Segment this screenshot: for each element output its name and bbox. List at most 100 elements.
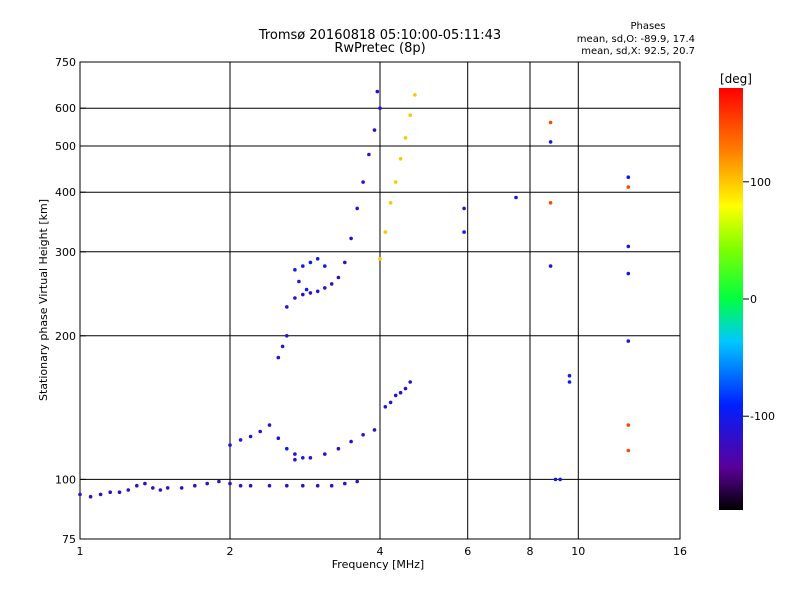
data-point bbox=[308, 456, 313, 460]
data-point bbox=[158, 488, 163, 492]
x-tick-label: 4 bbox=[377, 545, 384, 558]
data-point bbox=[462, 206, 466, 211]
data-point bbox=[343, 260, 347, 265]
data-point bbox=[301, 292, 305, 297]
data-point bbox=[308, 260, 313, 265]
data-point bbox=[276, 355, 281, 360]
grid-lines bbox=[80, 62, 680, 539]
data-point bbox=[301, 456, 305, 460]
data-point bbox=[248, 434, 253, 439]
data-point bbox=[323, 264, 327, 268]
x-tick-label: 16 bbox=[673, 545, 687, 558]
data-point bbox=[336, 446, 341, 451]
data-point bbox=[267, 483, 272, 488]
data-point bbox=[205, 481, 209, 486]
data-point bbox=[626, 423, 631, 427]
data-point bbox=[626, 339, 631, 343]
data-point bbox=[108, 490, 112, 495]
data-point bbox=[280, 344, 285, 349]
data-point bbox=[315, 483, 320, 488]
data-point bbox=[375, 89, 380, 94]
legend-line-x: mean, sd,X: 92.5, 20.7 bbox=[581, 46, 695, 57]
colorbar-tick-label: -100 bbox=[750, 410, 775, 423]
x-tick-label: 8 bbox=[527, 545, 534, 558]
y-tick-label: 100 bbox=[55, 473, 76, 486]
data-point bbox=[626, 244, 631, 249]
colorbar-label: [deg] bbox=[720, 72, 752, 86]
data-point bbox=[349, 236, 353, 241]
data-point bbox=[135, 483, 139, 488]
data-point bbox=[285, 446, 289, 451]
data-point bbox=[308, 291, 313, 295]
data-point bbox=[403, 136, 408, 140]
data-point bbox=[293, 296, 297, 300]
data-point bbox=[403, 386, 408, 391]
y-tick-label: 200 bbox=[55, 330, 76, 343]
data-point bbox=[553, 477, 558, 482]
data-point bbox=[329, 282, 334, 286]
data-point bbox=[285, 334, 289, 338]
phase-colorbar: [deg] 100 0 -100 bbox=[719, 72, 775, 510]
data-point bbox=[293, 457, 297, 462]
data-point bbox=[361, 180, 365, 184]
data-point bbox=[78, 492, 82, 497]
data-point bbox=[558, 477, 562, 482]
data-point bbox=[548, 264, 553, 268]
data-point bbox=[372, 128, 377, 132]
data-point bbox=[408, 113, 413, 117]
data-point bbox=[117, 490, 122, 495]
chart-title: Tromsø 20160818 05:10:00-05:11:43 bbox=[258, 28, 501, 43]
data-point bbox=[329, 483, 334, 488]
data-point bbox=[567, 373, 572, 378]
data-point bbox=[548, 120, 553, 125]
data-point bbox=[315, 289, 320, 294]
data-point bbox=[301, 483, 305, 488]
y-axis: Stationary phase Virtual Height [km] 75 1… bbox=[37, 56, 86, 546]
data-point bbox=[408, 380, 413, 384]
x-axis: Frequency [MHz] 1 2 4 6 8 10 16 bbox=[77, 545, 688, 571]
data-point bbox=[228, 443, 232, 447]
data-point bbox=[378, 106, 382, 110]
data-point bbox=[361, 433, 365, 437]
y-tick-label: 500 bbox=[55, 140, 76, 153]
data-point bbox=[285, 305, 289, 309]
data-point bbox=[126, 488, 131, 492]
data-point bbox=[323, 452, 327, 456]
data-point bbox=[383, 405, 388, 409]
x-tick-label: 10 bbox=[571, 545, 585, 558]
data-point bbox=[367, 152, 371, 157]
data-point bbox=[267, 423, 272, 427]
colorbar-tick-label: 100 bbox=[750, 176, 771, 189]
data-point bbox=[355, 479, 360, 484]
x-tick-label: 6 bbox=[464, 545, 471, 558]
data-point bbox=[372, 428, 377, 432]
data-point bbox=[285, 483, 289, 488]
data-point bbox=[393, 393, 398, 398]
chart-header: Tromsø 20160818 05:10:00-05:11:43 RwPret… bbox=[258, 28, 501, 56]
data-point bbox=[413, 93, 417, 97]
y-axis-label: Stationary phase Virtual Height [km] bbox=[37, 199, 50, 401]
data-point bbox=[293, 268, 297, 272]
data-point bbox=[398, 157, 403, 161]
data-point bbox=[88, 494, 93, 499]
data-point bbox=[228, 481, 232, 486]
data-point bbox=[193, 483, 197, 488]
y-tick-label: 75 bbox=[62, 533, 76, 546]
legend-title: Phases bbox=[630, 21, 665, 32]
plot-area bbox=[78, 61, 681, 540]
data-point bbox=[355, 206, 360, 211]
data-point bbox=[398, 390, 403, 395]
data-point bbox=[276, 436, 281, 441]
data-point bbox=[343, 481, 347, 486]
y-tick-label: 400 bbox=[55, 186, 76, 199]
data-point bbox=[349, 439, 353, 444]
data-point bbox=[626, 175, 631, 179]
phases-legend: Phases mean, sd,O: -89.9, 17.4 mean, sd,… bbox=[577, 21, 695, 57]
x-tick-label: 1 bbox=[77, 545, 84, 558]
x-axis-label: Frequency [MHz] bbox=[332, 558, 424, 571]
data-point bbox=[297, 279, 301, 284]
data-point bbox=[548, 140, 553, 144]
y-tick-label: 300 bbox=[55, 246, 76, 259]
data-point bbox=[217, 479, 221, 484]
